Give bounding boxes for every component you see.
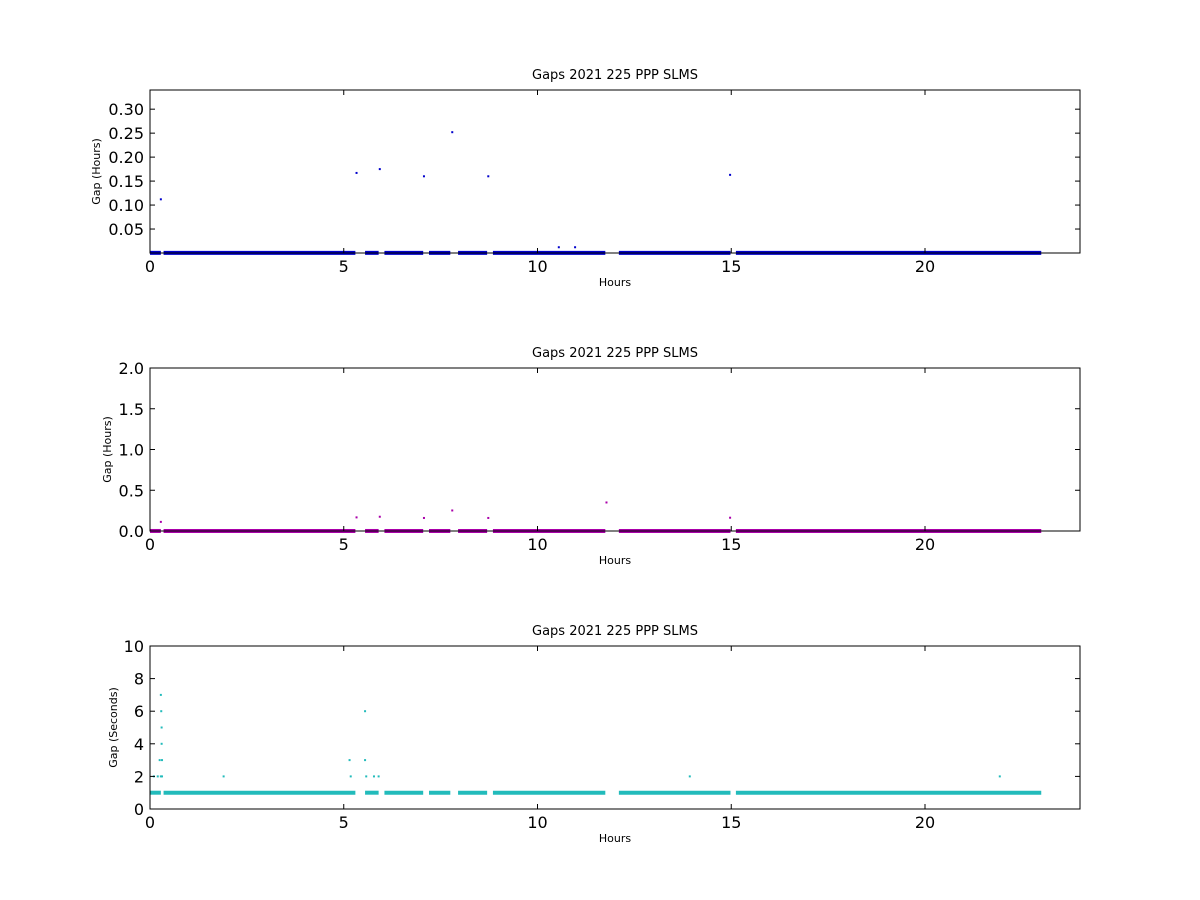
chart-2-xtick-label-1: 0 [145,535,155,554]
chart-3-ytick-label-6: 10 [124,637,144,656]
chart-3-point-7 [160,726,163,729]
chart-1-point-3 [378,168,381,171]
chart-3-ylabel: Gap (Seconds) [107,687,120,768]
chart-2-xtick-label-4: 15 [721,535,741,554]
chart-1-point-2 [355,171,358,174]
chart-2-point-2 [355,516,358,519]
chart-3-point-19 [688,775,691,778]
chart-3-point-2 [156,775,159,778]
chart-3-point-11 [222,775,225,778]
chart-3-xlabel: Hours [599,832,631,845]
chart-2-title: Gaps 2021 225 PPP SLMS [532,346,698,361]
chart-2-plot-frame [149,367,1081,532]
chart-2-ytick-label-1: 0.0 [119,522,144,541]
chart-1-ytick-label-6: 0.30 [108,100,144,119]
chart-3-point-12 [348,759,351,762]
chart-1-ytick-label-3: 0.15 [108,172,144,191]
chart-2-ytick-label-3: 1.0 [119,441,144,460]
chart-1-xtick-label-2: 5 [339,257,349,276]
chart-1-point-7 [557,246,560,249]
chart-1-title: Gaps 2021 225 PPP SLMS [532,68,698,83]
chart-1: Gaps 2021 225 PPP SLMS 0 5 10 15 20 0.05 0.10 0.… [90,68,1081,289]
chart-2-point-5 [451,509,454,512]
chart-3: Gaps 2021 225 PPP SLMS 0 5 10 15 20 0 2 4 6 8 10 Hou… [107,624,1081,845]
chart-3-xtick-label-5: 20 [915,813,935,832]
chart-3-point-4 [159,775,162,778]
chart-1-ytick-label-2: 0.10 [108,196,144,215]
chart-2-point-3 [378,515,381,518]
chart-3-title: Gaps 2021 225 PPP SLMS [532,624,698,639]
chart-3-point-5 [159,693,162,696]
chart-2-xtick-label-5: 20 [915,535,935,554]
chart-1-point-6 [487,175,490,178]
chart-2-point-7 [605,501,608,504]
chart-1-xtick-label-3: 10 [527,257,547,276]
chart-3-point-6 [160,710,163,713]
chart-3-point-16 [365,775,368,778]
chart-3-point-9 [161,759,164,762]
chart-3-ytick-label-4: 6 [134,702,144,721]
chart-3-ytick-label-2: 2 [134,767,144,786]
chart-2-ytick-label-2: 0.5 [119,481,144,500]
chart-1-xtick-label-1: 0 [145,257,155,276]
chart-3-plot-frame [149,645,1081,810]
chart-3-point-3 [158,759,161,762]
chart-3-point-15 [364,759,367,762]
chart-3-xtick-label-4: 15 [721,813,741,832]
chart-3-xtick-label-2: 5 [339,813,349,832]
chart-2-point-1 [159,520,162,523]
chart-1-point-4 [422,175,425,178]
chart-2-point-4 [422,516,425,519]
chart-2: Gaps 2021 225 PPP SLMS 0 5 10 15 20 0.0 0.5 1.0 1… [101,346,1081,567]
chart-3-point-18 [377,775,380,778]
chart-3-point-20 [998,775,1001,778]
chart-1-point-5 [451,131,454,134]
chart-1-ytick-label-1: 0.05 [108,220,144,239]
chart-2-ytick-label-5: 2.0 [119,359,144,378]
chart-3-point-13 [349,775,352,778]
chart-1-point-9 [729,173,732,176]
chart-3-ytick-label-1: 0 [134,800,144,819]
chart-1-xtick-label-5: 20 [915,257,935,276]
chart-1-plot-frame [149,89,1081,254]
chart-1-xtick-label-4: 15 [721,257,741,276]
chart-2-xtick-label-2: 5 [339,535,349,554]
chart-1-xlabel: Hours [599,276,631,289]
chart-3-point-17 [372,775,375,778]
chart-2-point-8 [729,516,732,519]
chart-3-point-14 [364,710,367,713]
chart-1-ytick-label-5: 0.25 [108,124,144,143]
chart-3-ytick-label-5: 8 [134,670,144,689]
chart-3-point-8 [160,742,163,745]
chart-1-ytick-label-4: 0.20 [108,148,144,167]
chart-2-ytick-label-4: 1.5 [119,400,144,419]
chart-3-point-10 [161,775,164,778]
chart-1-ylabel: Gap (Hours) [90,138,103,205]
chart-3-xtick-label-3: 10 [527,813,547,832]
chart-3-ytick-label-3: 4 [134,735,144,754]
chart-2-point-6 [487,516,490,519]
chart-3-xtick-label-1: 0 [145,813,155,832]
chart-1-point-1 [159,198,162,201]
chart-2-ylabel: Gap (Hours) [101,416,114,483]
chart-1-point-8 [574,246,577,249]
chart-2-xtick-label-3: 10 [527,535,547,554]
chart-2-xlabel: Hours [599,554,631,567]
